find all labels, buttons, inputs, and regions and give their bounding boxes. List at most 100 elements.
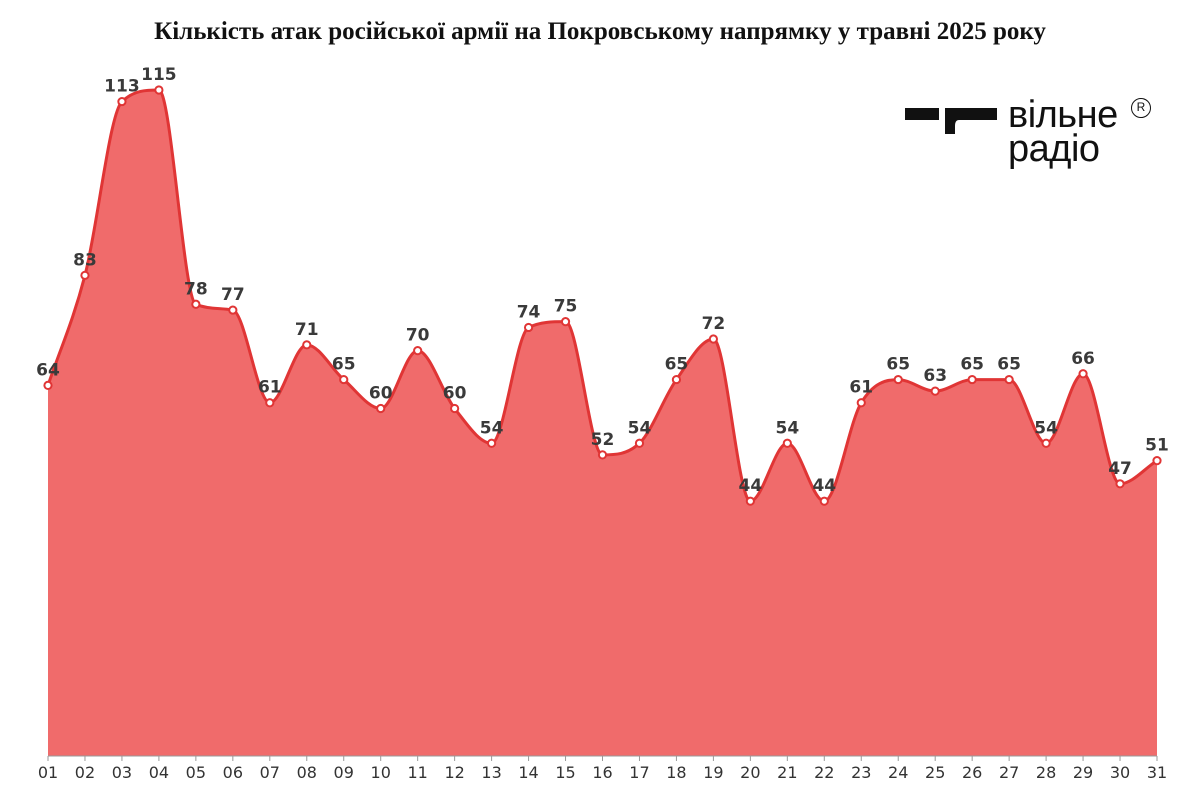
- data-label: 78: [184, 279, 208, 299]
- data-label: 54: [775, 418, 799, 438]
- x-tick-label: 27: [999, 763, 1019, 782]
- x-tick-label: 07: [260, 763, 280, 782]
- data-label: 44: [812, 476, 836, 496]
- x-tick-label: 30: [1110, 763, 1130, 782]
- x-tick-label: 28: [1036, 763, 1056, 782]
- x-tick-label: 01: [38, 763, 58, 782]
- data-point: [930, 386, 940, 396]
- x-tick-label: 19: [703, 763, 723, 782]
- data-label: 65: [332, 355, 356, 375]
- data-point: [597, 450, 608, 460]
- data-point: [708, 334, 719, 344]
- data-label: 65: [665, 355, 689, 375]
- x-tick-label: 22: [814, 763, 834, 782]
- area-fill: [48, 90, 1157, 756]
- x-tick-label: 05: [186, 763, 206, 782]
- data-point: [819, 496, 829, 506]
- data-label: 65: [997, 355, 1021, 375]
- x-tick-label: 02: [75, 763, 95, 782]
- data-point: [782, 438, 792, 448]
- data-point: [302, 340, 312, 350]
- x-tick-label: 31: [1147, 763, 1167, 782]
- data-label: 44: [739, 476, 763, 496]
- data-label: 60: [369, 384, 393, 404]
- x-tick-label: 08: [297, 763, 317, 782]
- data-point: [228, 305, 238, 315]
- data-point: [523, 322, 534, 333]
- data-label: 63: [923, 366, 947, 386]
- brand-logo: вільне радіо R: [905, 94, 1165, 178]
- data-label: 61: [258, 378, 282, 398]
- x-tick-label: 03: [112, 763, 132, 782]
- data-point: [413, 346, 423, 356]
- data-point: [560, 317, 571, 327]
- data-point: [1152, 456, 1162, 466]
- x-tick-label: 12: [444, 763, 464, 782]
- x-tick-label: 21: [777, 763, 797, 782]
- data-label: 66: [1071, 349, 1095, 369]
- data-label: 47: [1108, 459, 1132, 479]
- data-point: [376, 403, 386, 414]
- x-tick-label: 16: [592, 763, 612, 782]
- data-point: [450, 403, 460, 414]
- data-label: 74: [517, 302, 541, 322]
- x-tick-label: 23: [851, 763, 871, 782]
- data-label: 61: [849, 378, 873, 398]
- logo-text-line1: вільне: [1008, 94, 1118, 136]
- data-point: [80, 270, 90, 280]
- chart-title: Кількість атак російської армії на Покро…: [154, 18, 1046, 45]
- data-label: 72: [702, 314, 726, 334]
- data-point: [967, 374, 977, 385]
- data-label: 113: [104, 77, 140, 97]
- data-label: 115: [141, 65, 177, 85]
- x-tick-label: 10: [371, 763, 391, 782]
- data-label: 54: [628, 418, 652, 438]
- x-tick-label: 17: [629, 763, 649, 782]
- data-label: 52: [591, 430, 615, 450]
- data-point: [487, 438, 497, 448]
- data-point: [117, 96, 127, 107]
- x-tick-label: 06: [223, 763, 243, 782]
- data-point: [154, 85, 164, 95]
- logo-text-line2: радіо: [1008, 128, 1100, 170]
- data-label: 83: [73, 250, 97, 270]
- data-point: [1041, 438, 1051, 448]
- data-label: 60: [443, 384, 467, 404]
- data-label: 51: [1145, 436, 1169, 456]
- x-tick-label: 20: [740, 763, 760, 782]
- data-label: 54: [480, 418, 504, 438]
- data-point: [43, 380, 53, 390]
- data-point: [265, 398, 275, 408]
- data-point: [634, 438, 645, 448]
- data-point: [339, 374, 349, 385]
- registered-mark-icon: R: [1131, 98, 1151, 118]
- data-label: 75: [554, 297, 578, 317]
- x-tick-label: 04: [149, 763, 169, 782]
- data-point: [1004, 374, 1014, 385]
- x-tick-label: 13: [481, 763, 501, 782]
- data-label: 65: [960, 355, 984, 375]
- x-tick-label: 09: [334, 763, 354, 782]
- x-tick-label: 25: [925, 763, 945, 782]
- x-tick-label: 26: [962, 763, 982, 782]
- x-tick-label: 14: [518, 763, 538, 782]
- x-tick-label: 24: [888, 763, 908, 782]
- data-point: [856, 398, 866, 408]
- data-label: 70: [406, 326, 430, 346]
- data-point: [745, 496, 755, 506]
- data-label: 71: [295, 320, 319, 340]
- data-point: [191, 299, 201, 309]
- data-label: 54: [1034, 418, 1058, 438]
- x-tick-label: 11: [407, 763, 427, 782]
- data-label: 65: [886, 355, 910, 375]
- data-point: [1078, 369, 1088, 379]
- x-tick-label: 15: [555, 763, 575, 782]
- data-label: 64: [36, 360, 60, 380]
- data-point: [1115, 479, 1125, 489]
- x-tick-label: 18: [666, 763, 686, 782]
- data-point: [671, 374, 682, 385]
- data-label: 77: [221, 285, 245, 305]
- x-tick-label: 29: [1073, 763, 1093, 782]
- vilne-radio-logo-icon: [905, 108, 997, 134]
